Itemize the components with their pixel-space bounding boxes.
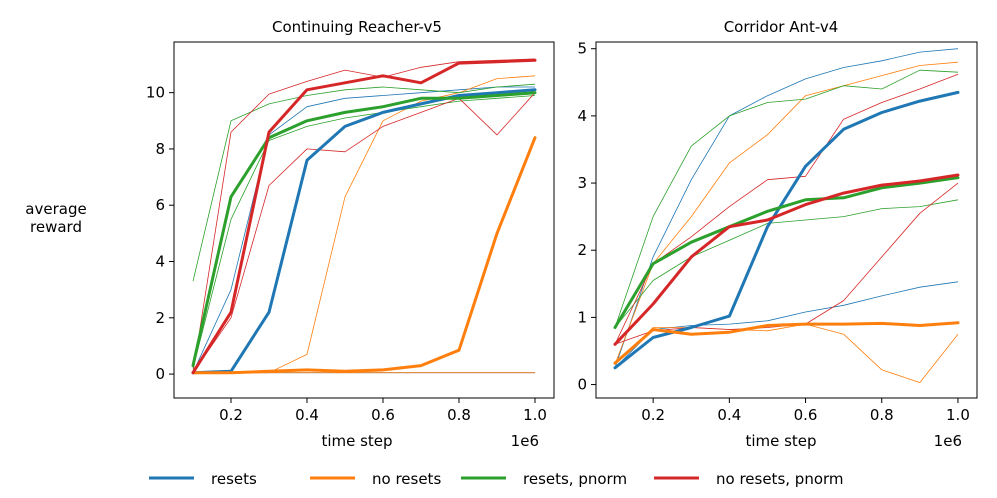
legend-label: resets, pnorm xyxy=(523,470,627,488)
series-run-resets_pnorm xyxy=(192,83,536,282)
series-run-resets_pnorm xyxy=(614,69,959,328)
series-run-no_resets_pnorm xyxy=(192,92,536,373)
series-line-no_resets xyxy=(613,321,960,365)
series-run-resets xyxy=(614,48,959,368)
x-tick-label: 0.4 xyxy=(717,406,741,424)
y-tick-label: 4 xyxy=(155,253,165,271)
x-tick-label: 0.6 xyxy=(371,406,395,424)
legend-item-resets: resets xyxy=(149,470,257,488)
series-run-no_resets_pnorm xyxy=(192,58,536,373)
legend-item-resets-pnorm: resets, pnorm xyxy=(461,470,627,488)
y-axis-label-line1: average xyxy=(25,200,86,218)
series-run-resets xyxy=(192,86,535,373)
series-line-resets_pnorm xyxy=(191,91,537,368)
y-tick-label: 5 xyxy=(577,40,587,58)
x-axis-exponent: 1e6 xyxy=(934,432,962,450)
legend-label: resets xyxy=(211,470,257,488)
y-tick-label: 2 xyxy=(155,309,165,327)
y-tick-label: 2 xyxy=(577,241,587,259)
x-tick-label: 1.0 xyxy=(946,406,970,424)
chart-title: Corridor Ant-v4 xyxy=(724,18,839,36)
x-tick-label: 0.2 xyxy=(219,406,243,424)
x-tick-label: 0.4 xyxy=(295,406,319,424)
legend-item-no-resets: no resets xyxy=(310,470,441,488)
x-tick-label: 0.8 xyxy=(870,406,894,424)
x-tick-label: 1.0 xyxy=(523,406,547,424)
series-line-no_resets_pnorm xyxy=(613,173,960,346)
series-run-no_resets xyxy=(614,61,959,365)
chart-panel-reacher: Continuing Reacher-v5 0.2 0.4 0.6 0.8 1.0 0 2 4… xyxy=(146,18,555,450)
legend: resets no resets resets, pnorm no resets… xyxy=(149,470,844,488)
y-tick-label: 3 xyxy=(577,174,587,192)
x-axis-label: time step xyxy=(321,432,392,450)
axes-frame xyxy=(595,41,978,399)
legend-label: no resets xyxy=(372,470,441,488)
series-line-resets xyxy=(191,88,537,375)
series-run-no_resets_pnorm xyxy=(614,73,959,345)
axes-frame xyxy=(173,41,555,399)
x-tick-label: 0.2 xyxy=(641,406,665,424)
series-line-resets_pnorm xyxy=(613,176,960,329)
y-tick-label: 0 xyxy=(577,376,587,394)
x-axis-label: time step xyxy=(745,432,816,450)
series-line-no_resets xyxy=(191,136,537,375)
series-line-no_resets_pnorm xyxy=(191,58,537,375)
y-tick-label: 6 xyxy=(155,196,165,214)
legend-item-no-resets-pnorm: no resets, pnorm xyxy=(654,470,844,488)
x-tick-label: 0.6 xyxy=(794,406,818,424)
y-tick-label: 0 xyxy=(155,365,165,383)
x-axis-exponent: 1e6 xyxy=(511,432,539,450)
y-tick-label: 1 xyxy=(577,308,587,326)
plot-area: 0.2 0.4 0.6 0.8 1.0 0 2 4 6 8 10 xyxy=(146,41,555,424)
plot-area: 0.2 0.4 0.6 0.8 1.0 0 1 2 3 4 5 xyxy=(577,40,978,424)
y-tick-label: 4 xyxy=(577,107,587,125)
chart-title: Continuing Reacher-v5 xyxy=(272,18,442,36)
y-tick-label: 8 xyxy=(155,140,165,158)
series-run-no_resets xyxy=(614,323,959,384)
series-run-resets_pnorm xyxy=(614,199,959,328)
y-axis-label-line2: reward xyxy=(30,218,82,236)
chart-panel-ant: Corridor Ant-v4 0.2 0.4 0.6 0.8 1.0 0 1 2 3 4 5 ti… xyxy=(577,18,978,450)
series-run-resets_pnorm xyxy=(192,95,536,369)
x-tick-label: 0.8 xyxy=(447,406,471,424)
y-tick-label: 10 xyxy=(146,84,165,102)
legend-label: no resets, pnorm xyxy=(716,470,844,488)
